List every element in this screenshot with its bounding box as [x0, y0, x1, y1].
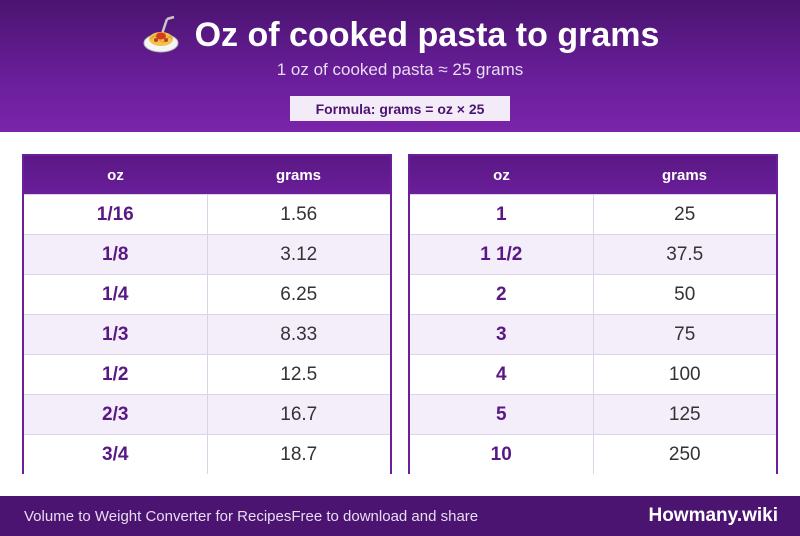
- table-body: 1 25 1 1/2 37.5 2 50 3 75 4 100 5 125 10 250: [410, 194, 776, 474]
- formula-badge: Formula: grams = oz × 25: [290, 96, 510, 121]
- oz-cell: 1/16: [24, 195, 208, 234]
- table-row: 10 250: [410, 434, 776, 474]
- title-row: Oz of cooked pasta to grams: [0, 12, 800, 58]
- table-row: 1 25: [410, 194, 776, 234]
- column-header-grams: grams: [661, 166, 708, 184]
- footer-tagline: Volume to Weight Converter for RecipesFr…: [24, 508, 479, 525]
- table-row: 3 75: [410, 314, 776, 354]
- footer: Volume to Weight Converter for RecipesFr…: [0, 496, 800, 536]
- table-row: 1/4 6.25: [24, 274, 390, 314]
- oz-cell: 3: [410, 315, 594, 354]
- oz-cell: 1/3: [24, 315, 208, 354]
- spaghetti-icon: [141, 15, 181, 55]
- column-header-grams: grams: [275, 166, 322, 184]
- oz-cell: 1: [410, 195, 594, 234]
- grams-cell: 8.33: [280, 323, 318, 345]
- oz-cell: 1 1/2: [410, 235, 594, 274]
- grams-cell: 12.5: [280, 363, 318, 385]
- page-title: Oz of cooked pasta to grams: [194, 15, 660, 54]
- table-row: 1/16 1.56: [24, 194, 390, 234]
- header: Oz of cooked pasta to grams 1 oz of cook…: [0, 0, 800, 132]
- oz-cell: 10: [410, 435, 594, 474]
- table-row: 1/3 8.33: [24, 314, 390, 354]
- table-body: 1/16 1.56 1/8 3.12 1/4 6.25 1/3 8.33 1/2 12.5…: [24, 194, 390, 474]
- conversion-table-left: oz grams 1/16 1.56 1/8 3.12 1/4 6.25 1/3 8.3…: [22, 154, 392, 474]
- grams-cell: 37.5: [666, 243, 704, 265]
- grams-cell: 18.7: [280, 443, 318, 465]
- table-row: 2 50: [410, 274, 776, 314]
- table-row: 3/4 18.7: [24, 434, 390, 474]
- table-row: 1 1/2 37.5: [410, 234, 776, 274]
- table-row: 4 100: [410, 354, 776, 394]
- oz-cell: 2: [410, 275, 594, 314]
- brand-link[interactable]: Howmany.wiki: [648, 505, 778, 526]
- table-row: 1/2 12.5: [24, 354, 390, 394]
- oz-cell: 2/3: [24, 395, 208, 434]
- oz-cell: 4: [410, 355, 594, 394]
- subtitle: 1 oz of cooked pasta ≈ 25 grams: [276, 60, 524, 79]
- grams-cell: 100: [668, 363, 701, 385]
- table-row: 1/8 3.12: [24, 234, 390, 274]
- oz-cell: 3/4: [24, 435, 208, 474]
- table-row: 2/3 16.7: [24, 394, 390, 434]
- table-row: 5 125: [410, 394, 776, 434]
- grams-cell: 16.7: [280, 403, 318, 425]
- oz-cell: 1/2: [24, 355, 208, 394]
- grams-cell: 25: [674, 203, 696, 225]
- column-header-oz: oz: [107, 166, 124, 184]
- grams-cell: 50: [674, 283, 696, 305]
- grams-cell: 3.12: [280, 243, 318, 265]
- oz-cell: 1/4: [24, 275, 208, 314]
- conversion-table-right: oz grams 1 25 1 1/2 37.5 2 50 3 75 4 100 5 125…: [408, 154, 778, 474]
- grams-cell: 75: [674, 323, 696, 345]
- grams-cell: 1.56: [280, 203, 318, 225]
- oz-cell: 1/8: [24, 235, 208, 274]
- grams-cell: 125: [668, 403, 701, 425]
- oz-cell: 5: [410, 395, 594, 434]
- grams-cell: 250: [668, 443, 701, 465]
- table-header: oz grams: [410, 156, 776, 194]
- column-header-oz: oz: [493, 166, 510, 184]
- table-header: oz grams: [24, 156, 390, 194]
- grams-cell: 6.25: [280, 283, 318, 305]
